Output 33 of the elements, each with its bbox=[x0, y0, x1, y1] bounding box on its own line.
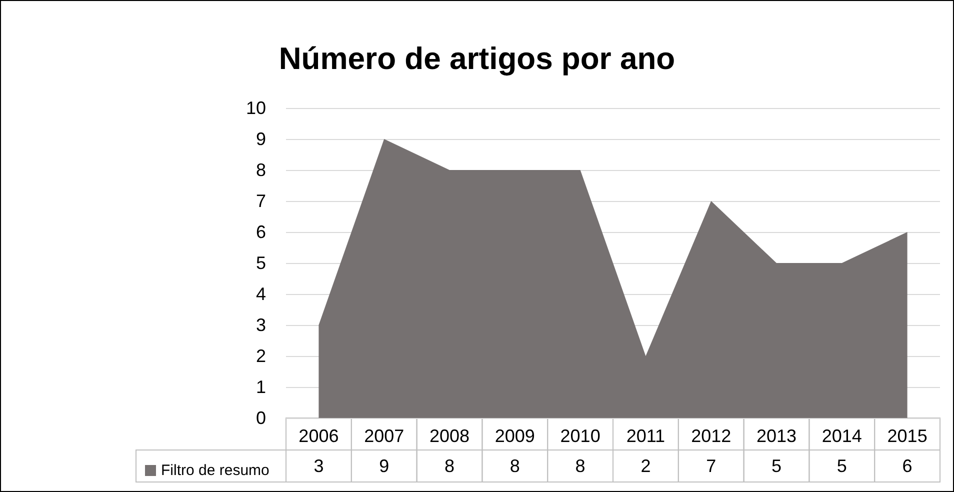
data-label: 9 bbox=[379, 456, 390, 476]
x-tick-label: 2007 bbox=[364, 426, 404, 446]
x-tick-label: 2008 bbox=[429, 426, 470, 446]
chart-title: Número de artigos por ano bbox=[278, 41, 676, 76]
data-label: 8 bbox=[444, 456, 455, 476]
x-tick-label: 2010 bbox=[560, 426, 600, 446]
x-tick-label: 2009 bbox=[494, 426, 535, 446]
y-tick-label: 0 bbox=[256, 408, 266, 428]
y-tick-label: 5 bbox=[256, 253, 266, 273]
data-label: 8 bbox=[575, 456, 586, 476]
y-tick-label: 4 bbox=[256, 284, 266, 304]
y-tick-label: 3 bbox=[256, 315, 266, 335]
y-tick-label: 2 bbox=[256, 346, 266, 366]
data-label: 7 bbox=[706, 456, 716, 476]
data-label: 3 bbox=[314, 456, 324, 476]
x-tick-label: 2013 bbox=[756, 426, 797, 446]
y-tick-label: 1 bbox=[256, 377, 266, 397]
legend-label: Filtro de resumo bbox=[161, 462, 270, 479]
x-tick-label: 2011 bbox=[626, 426, 666, 446]
x-tick-label: 2014 bbox=[822, 426, 862, 446]
y-tick-label: 9 bbox=[256, 129, 266, 149]
data-label: 2 bbox=[640, 456, 651, 476]
x-tick-label: 2012 bbox=[691, 426, 732, 446]
data-label: 8 bbox=[510, 456, 520, 476]
x-tick-label: 2015 bbox=[887, 426, 928, 446]
y-tick-label: 10 bbox=[246, 98, 266, 118]
data-label: 6 bbox=[902, 456, 912, 476]
x-tick-label: 2006 bbox=[298, 426, 339, 446]
data-label: 5 bbox=[771, 456, 782, 476]
data-label: 5 bbox=[836, 456, 847, 476]
y-tick-label: 8 bbox=[256, 160, 266, 180]
y-tick-label: 7 bbox=[256, 191, 266, 211]
y-tick-label: 6 bbox=[256, 222, 266, 242]
